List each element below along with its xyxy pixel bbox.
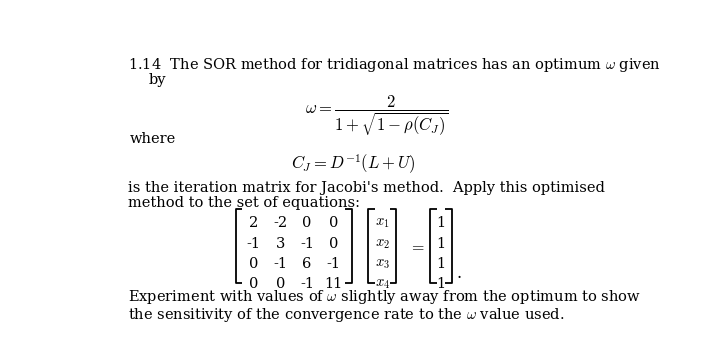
Text: 0: 0 <box>276 277 285 292</box>
Text: -2: -2 <box>273 216 287 230</box>
Text: 0: 0 <box>249 277 258 292</box>
Text: $x_1$: $x_1$ <box>375 216 390 230</box>
Text: -1: -1 <box>300 237 314 250</box>
Text: where: where <box>130 132 176 146</box>
Text: 2: 2 <box>249 216 258 230</box>
Text: Experiment with values of $\omega$ slightly away from the optimum to show: Experiment with values of $\omega$ sligh… <box>128 288 641 305</box>
Text: 0: 0 <box>329 216 338 230</box>
Text: 1: 1 <box>436 277 446 292</box>
Text: the sensitivity of the convergence rate to the $\omega$ value used.: the sensitivity of the convergence rate … <box>128 306 564 324</box>
Text: 1: 1 <box>436 257 446 271</box>
Text: $x_2$: $x_2$ <box>375 237 390 250</box>
Text: -1: -1 <box>327 257 341 271</box>
Text: 6: 6 <box>302 257 312 271</box>
Text: $\omega = \dfrac{2}{1 + \sqrt{1 - \rho(C_J)}}$: $\omega = \dfrac{2}{1 + \sqrt{1 - \rho(C… <box>305 94 449 138</box>
Text: 0: 0 <box>329 237 338 250</box>
Text: $x_3$: $x_3$ <box>375 257 390 271</box>
Text: 3: 3 <box>276 237 285 250</box>
Text: 1: 1 <box>436 216 446 230</box>
Text: -1: -1 <box>300 277 314 292</box>
Text: -1: -1 <box>246 237 261 250</box>
Text: -1: -1 <box>274 257 287 271</box>
Text: is the iteration matrix for Jacobi's method.  Apply this optimised: is the iteration matrix for Jacobi's met… <box>128 181 605 195</box>
Text: 0: 0 <box>249 257 258 271</box>
Text: $=$: $=$ <box>410 238 426 254</box>
Text: 1: 1 <box>436 237 446 250</box>
Text: by: by <box>148 73 166 87</box>
Text: $C_J = D^{-1}(L + U)$: $C_J = D^{-1}(L + U)$ <box>291 153 415 177</box>
Text: $x_4$: $x_4$ <box>375 277 390 292</box>
Text: 1.14  The SOR method for tridiagonal matrices has an optimum $\omega$ given: 1.14 The SOR method for tridiagonal matr… <box>128 56 661 74</box>
Text: 0: 0 <box>302 216 312 230</box>
Text: 11: 11 <box>325 277 343 292</box>
Text: .: . <box>456 265 462 282</box>
Text: method to the set of equations:: method to the set of equations: <box>128 197 360 210</box>
